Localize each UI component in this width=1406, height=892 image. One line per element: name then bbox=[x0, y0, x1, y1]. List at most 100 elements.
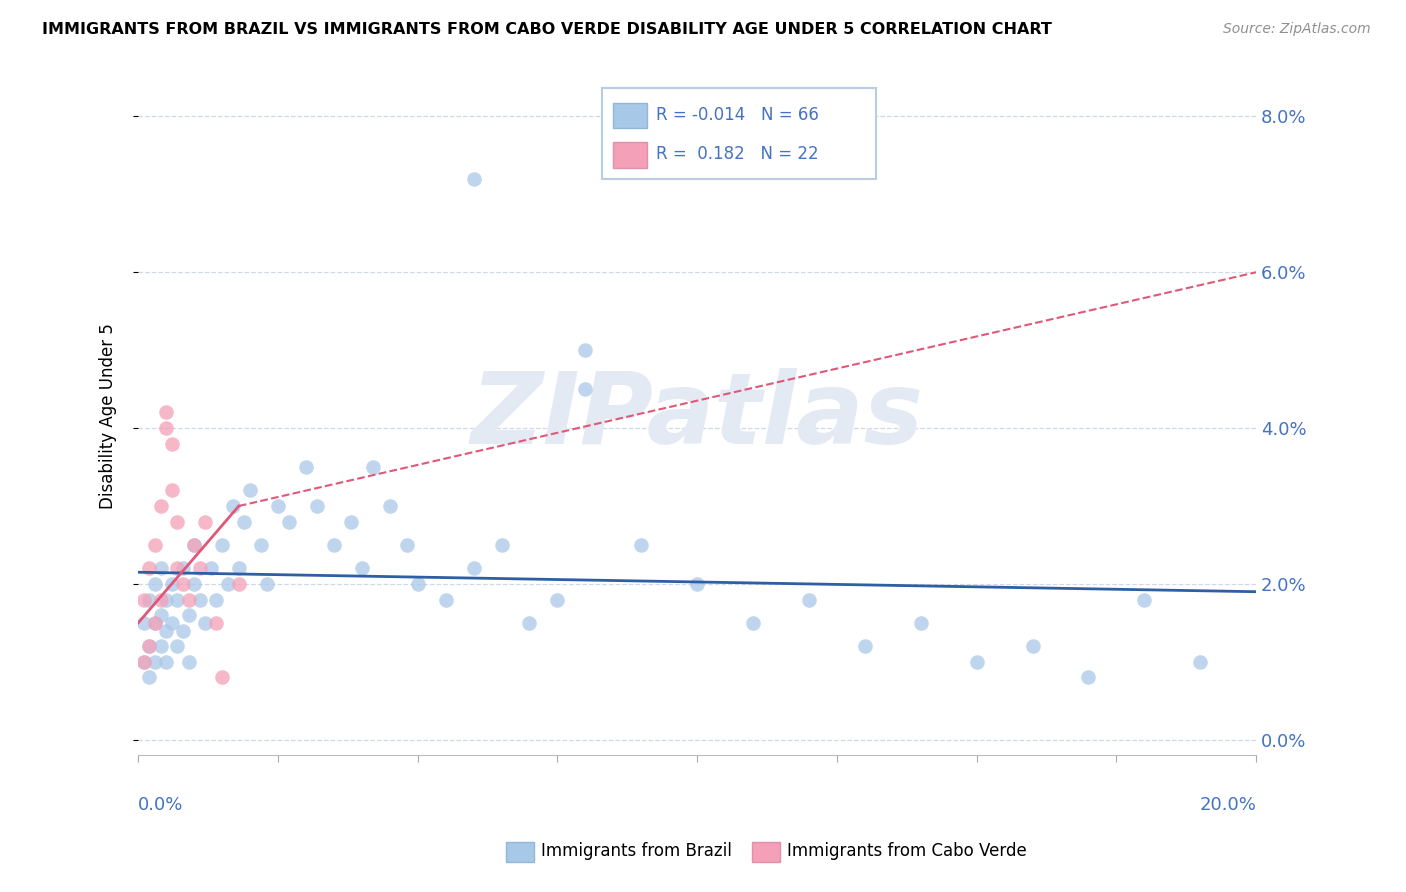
Bar bbox=[613, 142, 647, 168]
Point bbox=[322, 538, 344, 552]
Point bbox=[256, 577, 278, 591]
Point bbox=[155, 655, 177, 669]
Point bbox=[143, 577, 166, 591]
Point bbox=[166, 561, 188, 575]
Point bbox=[160, 436, 183, 450]
Point bbox=[910, 615, 932, 630]
Text: 0.0%: 0.0% bbox=[138, 796, 184, 814]
Point bbox=[177, 592, 200, 607]
Point bbox=[233, 515, 256, 529]
Text: 20.0%: 20.0% bbox=[1199, 796, 1256, 814]
Point bbox=[160, 615, 183, 630]
Text: R = -0.014   N = 66: R = -0.014 N = 66 bbox=[655, 106, 818, 124]
Point bbox=[350, 561, 373, 575]
Bar bbox=[613, 103, 647, 128]
Point bbox=[378, 499, 401, 513]
Text: IMMIGRANTS FROM BRAZIL VS IMMIGRANTS FROM CABO VERDE DISABILITY AGE UNDER 5 CORR: IMMIGRANTS FROM BRAZIL VS IMMIGRANTS FRO… bbox=[42, 22, 1052, 37]
Point bbox=[1077, 670, 1099, 684]
Point bbox=[155, 405, 177, 419]
Text: Immigrants from Cabo Verde: Immigrants from Cabo Verde bbox=[787, 842, 1028, 860]
Point bbox=[172, 577, 194, 591]
Point bbox=[1133, 592, 1156, 607]
Point bbox=[149, 592, 172, 607]
FancyBboxPatch shape bbox=[602, 87, 876, 179]
Point bbox=[463, 171, 485, 186]
Point bbox=[519, 615, 541, 630]
Point bbox=[742, 615, 765, 630]
Text: Immigrants from Brazil: Immigrants from Brazil bbox=[541, 842, 733, 860]
Point bbox=[132, 655, 155, 669]
Point bbox=[155, 624, 177, 638]
Point bbox=[149, 499, 172, 513]
Point bbox=[239, 483, 262, 498]
Point bbox=[143, 655, 166, 669]
Point bbox=[155, 421, 177, 435]
Point bbox=[1021, 640, 1043, 654]
Point bbox=[149, 561, 172, 575]
Point bbox=[166, 515, 188, 529]
Point bbox=[217, 577, 239, 591]
Point bbox=[205, 592, 228, 607]
Point bbox=[853, 640, 876, 654]
Point bbox=[546, 592, 568, 607]
Point bbox=[183, 538, 205, 552]
Point bbox=[630, 538, 652, 552]
Point bbox=[463, 561, 485, 575]
Point bbox=[183, 538, 205, 552]
Point bbox=[686, 577, 709, 591]
Point bbox=[574, 343, 596, 358]
Point bbox=[211, 670, 233, 684]
Point bbox=[166, 640, 188, 654]
Point bbox=[250, 538, 273, 552]
Point bbox=[177, 608, 200, 623]
Point bbox=[177, 655, 200, 669]
Point bbox=[205, 615, 228, 630]
Point bbox=[574, 382, 596, 396]
Point bbox=[395, 538, 418, 552]
Point bbox=[149, 640, 172, 654]
Point bbox=[132, 615, 155, 630]
Point bbox=[155, 592, 177, 607]
Point bbox=[1189, 655, 1212, 669]
Point bbox=[228, 561, 250, 575]
Point bbox=[361, 460, 384, 475]
Point bbox=[132, 592, 155, 607]
Point bbox=[183, 577, 205, 591]
Point bbox=[143, 615, 166, 630]
Point bbox=[194, 515, 217, 529]
Text: ZIPatlas: ZIPatlas bbox=[471, 368, 924, 465]
Point bbox=[295, 460, 318, 475]
Point bbox=[200, 561, 222, 575]
Point bbox=[491, 538, 513, 552]
Text: Source: ZipAtlas.com: Source: ZipAtlas.com bbox=[1223, 22, 1371, 37]
Point bbox=[307, 499, 329, 513]
Point bbox=[166, 592, 188, 607]
Point bbox=[406, 577, 429, 591]
Point bbox=[267, 499, 290, 513]
Point bbox=[188, 592, 211, 607]
Point bbox=[160, 483, 183, 498]
Point bbox=[138, 670, 160, 684]
Point bbox=[149, 608, 172, 623]
Point bbox=[188, 561, 211, 575]
Point bbox=[132, 655, 155, 669]
Point bbox=[278, 515, 301, 529]
Point bbox=[222, 499, 245, 513]
Text: R =  0.182   N = 22: R = 0.182 N = 22 bbox=[655, 145, 818, 163]
Point bbox=[138, 561, 160, 575]
Point bbox=[211, 538, 233, 552]
Point bbox=[194, 615, 217, 630]
Point bbox=[228, 577, 250, 591]
Y-axis label: Disability Age Under 5: Disability Age Under 5 bbox=[100, 324, 117, 509]
Point bbox=[138, 640, 160, 654]
Point bbox=[138, 640, 160, 654]
Point bbox=[143, 615, 166, 630]
Point bbox=[172, 624, 194, 638]
Point bbox=[160, 577, 183, 591]
Point bbox=[339, 515, 361, 529]
Point bbox=[172, 561, 194, 575]
Point bbox=[143, 538, 166, 552]
Point bbox=[434, 592, 457, 607]
Point bbox=[797, 592, 820, 607]
Point bbox=[966, 655, 988, 669]
